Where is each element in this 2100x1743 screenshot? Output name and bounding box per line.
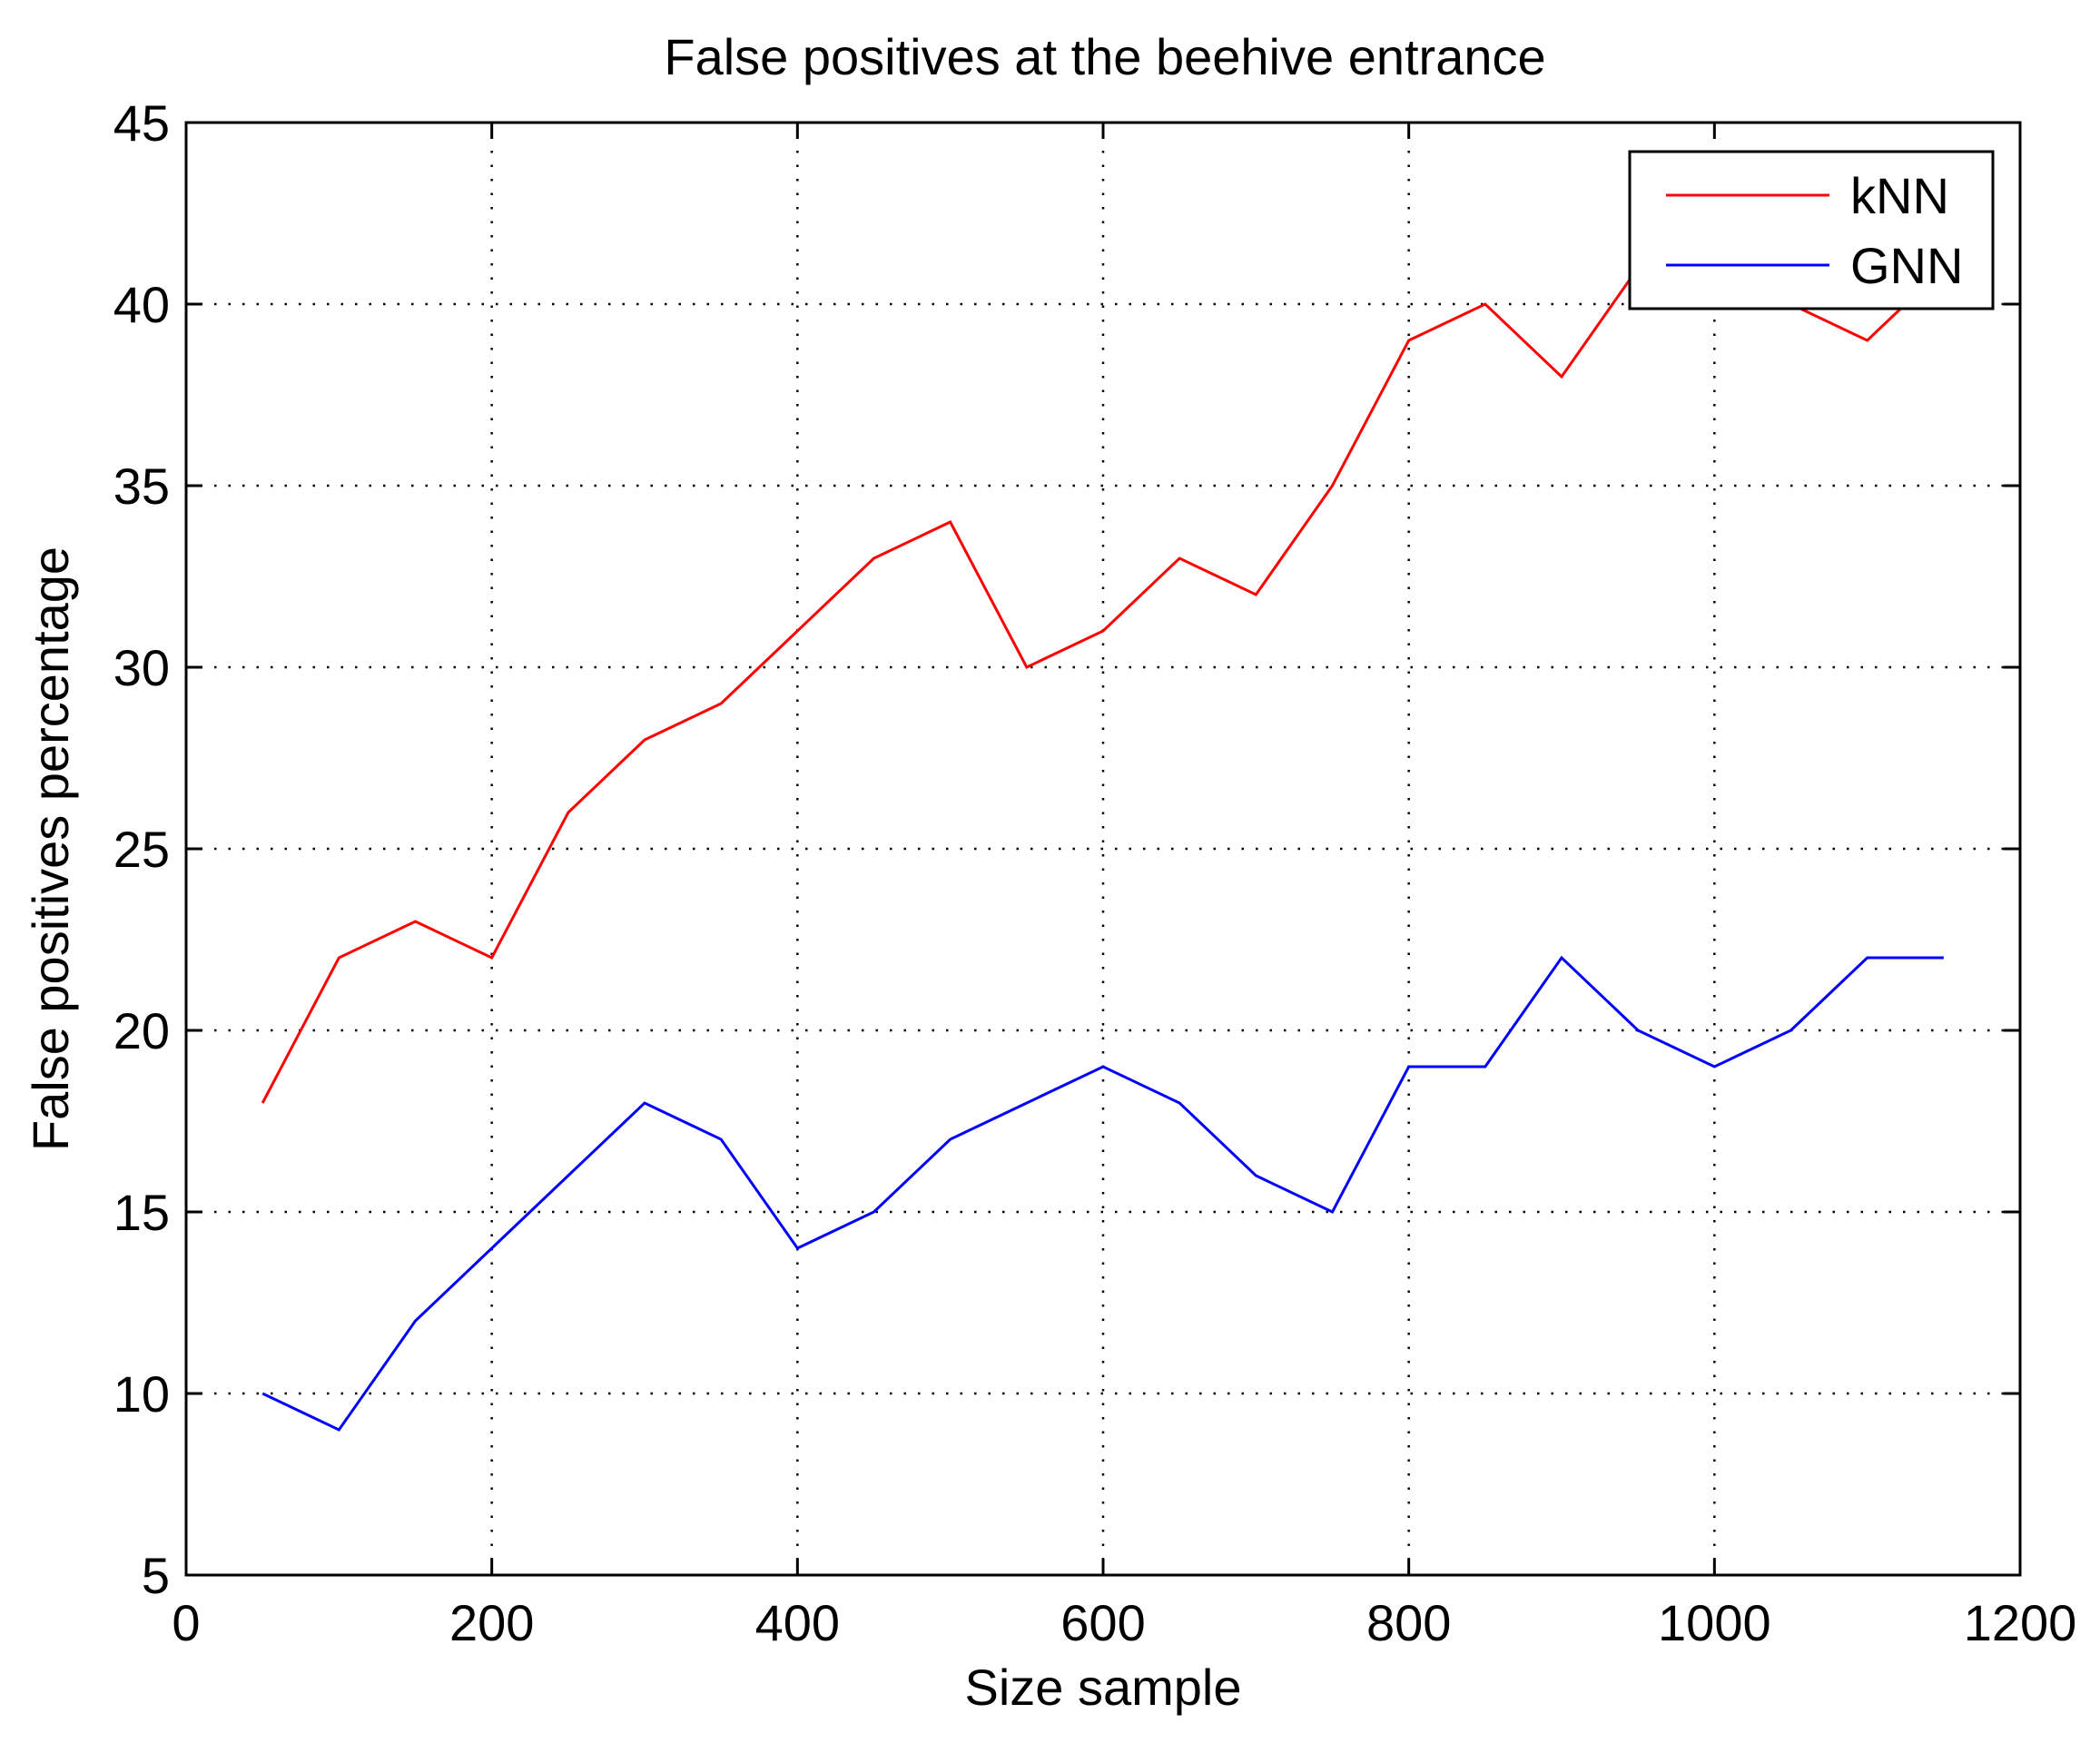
chart-title: False positives at the beehive entrance [664,28,1545,85]
x-tick-label: 1200 [1964,1594,2077,1651]
grid [186,123,2020,1575]
axis-ticks [184,121,2022,1577]
y-tick-label: 25 [113,821,170,878]
y-tick-label: 10 [113,1365,170,1423]
y-tick-label: 30 [113,639,170,696]
x-tick-label: 0 [172,1594,200,1651]
y-tick-label: 20 [113,1002,170,1059]
x-axis-label: Size sample [964,1659,1241,1716]
legend-label-knn: kNN [1850,167,1949,224]
y-tick-labels: 5 10 15 20 25 30 35 40 45 [113,94,170,1604]
x-tick-label: 400 [755,1594,840,1651]
y-tick-label: 15 [113,1184,170,1241]
y-tick-label: 5 [142,1547,170,1604]
x-tick-label: 600 [1060,1594,1145,1651]
legend-label-gnn: GNN [1850,237,1963,294]
y-tick-label: 35 [113,458,170,515]
x-tick-label: 800 [1366,1594,1451,1651]
legend: kNN GNN [1628,150,1995,310]
x-tick-label: 1000 [1658,1594,1771,1651]
y-axis-label: False positives percentage [22,547,79,1151]
series-line-gnn [261,955,1944,1432]
x-tick-labels: 0 200 400 600 800 1000 1200 [172,1594,2076,1651]
x-tick-label: 200 [449,1594,534,1651]
y-tick-label: 45 [113,94,170,152]
legend-box [1628,150,1995,310]
y-tick-label: 40 [113,276,170,333]
